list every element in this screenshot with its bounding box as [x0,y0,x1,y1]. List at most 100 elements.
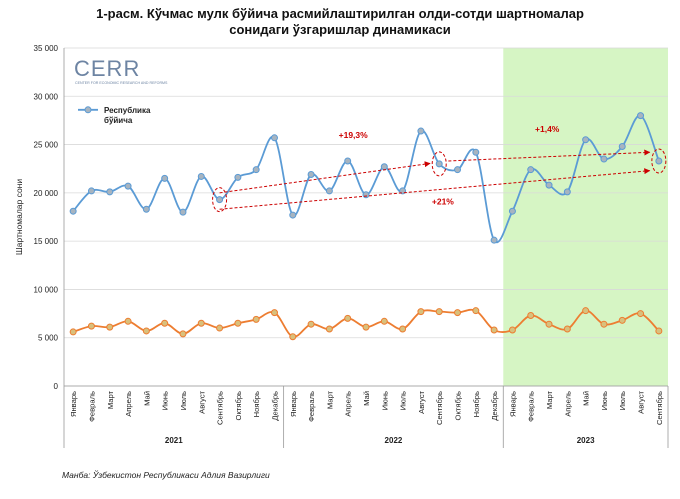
data-point [106,188,114,196]
data-point [545,320,553,328]
legend-label: Республика бўйича [104,106,151,125]
data-point [197,172,205,180]
highlight-2023-band [503,48,668,386]
data-point [270,309,278,317]
data-point [270,134,278,142]
data-point [252,166,260,174]
data-point [563,325,571,333]
data-point [637,310,645,318]
data-point [417,308,425,316]
data-point [508,326,516,334]
x-tick-label: Июнь [600,391,609,410]
y-tick-label: 0 [54,382,59,391]
x-tick-label: Июль [399,391,408,410]
data-point [289,333,297,341]
data-point [600,155,608,163]
x-tick-label: Август [197,390,206,413]
data-point [142,327,150,335]
data-point [563,188,571,196]
y-tick-label: 35 000 [34,44,59,53]
source-note: Манба: Ўзбекистон Республикаси Адлия Ваз… [62,470,270,480]
x-tick-label: Февраль [87,391,96,422]
data-point [197,319,205,327]
series-secondary [69,307,663,341]
data-point [234,173,242,181]
x-tick-label: Апрель [563,391,572,417]
x-tick-label: Февраль [527,391,536,422]
data-point [344,157,352,165]
data-point [216,324,224,332]
data-point [362,191,370,199]
data-point [124,182,132,190]
data-point [545,181,553,189]
data-point [582,136,590,144]
series-layer [69,112,663,341]
x-tick-label: Декабрь [270,391,279,421]
x-tick-label: Июнь [380,391,389,410]
y-axis-label: Шартномалар сони [14,179,24,255]
data-point [600,320,608,328]
x-axis: Январь Февраль Март Апрель Май Июнь Июль Август… [63,385,669,448]
x-tick-label: Октябрь [454,391,463,420]
trend-arrow [448,149,651,162]
data-point [472,307,480,315]
x-tick-label: Март [106,390,115,409]
x-tick-label: Апрель [124,391,133,417]
data-point [435,160,443,168]
data-point [618,143,626,151]
trend-arrow [219,168,651,210]
x-tick-label: Август [417,390,426,413]
data-point [325,325,333,333]
x-tick-label: Январь [508,391,517,417]
logo-text: CERR [74,56,140,81]
x-tick-label: Март [325,390,334,409]
data-point [252,315,260,323]
x-tick-label: Апрель [344,391,353,417]
data-point [582,307,590,315]
x-tick-label: Январь [289,391,298,417]
legend: Республика бўйича [78,106,151,125]
data-point [655,157,663,165]
y-axis: 0 5 000 10 000 15 000 20 000 25 000 30 000 35 0… [14,44,65,391]
series-respublika [69,112,663,244]
data-point [417,127,425,135]
legend-label-line: Республика [104,106,151,115]
legend-label-line: бўйича [104,116,133,125]
data-point [307,320,315,328]
x-tick-label: Июль [179,391,188,410]
year-label: 2021 [165,436,183,445]
annotation-label: +1,4% [535,124,560,134]
data-point [472,148,480,156]
y-tick-label: 10 000 [34,285,59,294]
data-point [87,187,95,195]
data-point [490,326,498,334]
data-point [618,316,626,324]
x-tick-label: Август [637,390,646,413]
year-label: 2023 [577,436,595,445]
x-tick-label: Март [545,390,554,409]
x-tick-label: Сентябрь [435,391,444,425]
data-point [106,323,114,331]
data-point [527,312,535,320]
y-tick-label: 5 000 [38,334,59,343]
data-point [380,317,388,325]
data-point [362,323,370,331]
x-tick-label: Сентябрь [655,391,664,425]
data-point [637,112,645,120]
y-tick-label: 20 000 [34,189,59,198]
x-tick-label: Ноябрь [472,391,481,417]
chart-title: 1-расм. Кўчмас мулк бўйича расмийлаштири… [0,6,680,38]
data-point [527,166,535,174]
annotations: +19,3% +21% +1,4% [212,124,667,213]
highlight-ellipse [212,187,228,213]
annotation-label: +19,3% [339,130,369,140]
x-tick-label: Декабрь [490,391,499,421]
chart-title-line1: 1-расм. Кўчмас мулк бўйича расмийлаштири… [96,6,584,21]
data-point [161,174,169,182]
data-point [399,325,407,333]
highlight-ellipse [431,151,447,177]
data-point [216,196,224,204]
data-point [179,330,187,338]
